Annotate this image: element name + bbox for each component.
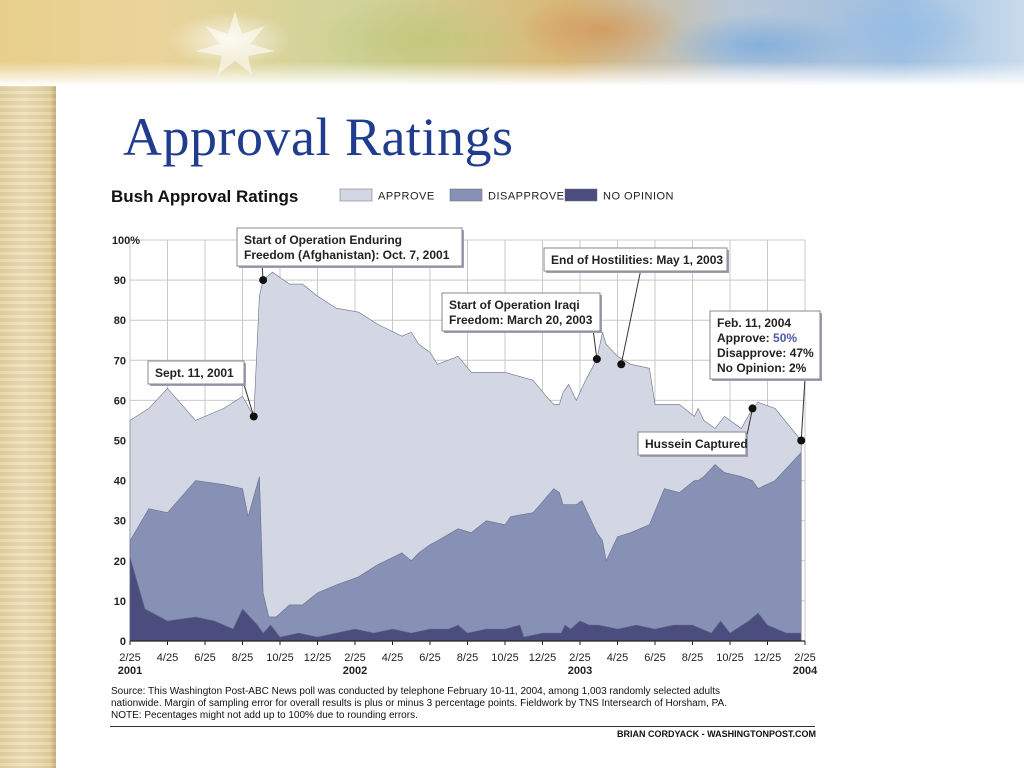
annotation-text-sept11: Sept. 11, 2001 bbox=[155, 366, 234, 380]
chart-footnote: Source: This Washington Post-ABC News po… bbox=[111, 686, 816, 722]
annotation-box-feb11 bbox=[709, 310, 821, 380]
x-tick-label: 4/25 bbox=[382, 652, 403, 664]
annotation-row-value: 47% bbox=[790, 346, 814, 360]
x-tick-label: 2/25 bbox=[794, 652, 815, 664]
x-tick-label: 2/25 bbox=[119, 652, 140, 664]
legend-swatch-approve bbox=[339, 188, 373, 202]
annotation-box-hostilities bbox=[543, 247, 728, 272]
annotation-row-label: Approve: bbox=[717, 331, 773, 345]
annotation-row-value: 2% bbox=[789, 361, 807, 375]
chart-svg: Bush Approval Ratings APPROVE DISAPPROVE NO… bbox=[111, 187, 822, 677]
y-tick-label: 0 bbox=[120, 636, 126, 648]
y-tick-label: 90 bbox=[114, 275, 126, 287]
y-tick-label: 50 bbox=[114, 436, 126, 448]
x-tick-label: 4/25 bbox=[157, 652, 178, 664]
banner-fade bbox=[0, 62, 1024, 86]
chart-title: Bush Approval Ratings bbox=[111, 187, 298, 206]
x-tick-label: 12/25 bbox=[304, 652, 332, 664]
slide-title: Approval Ratings bbox=[123, 107, 514, 167]
y-tick-label: 20 bbox=[114, 556, 126, 568]
annotation-row-label: Disapprove: bbox=[717, 346, 790, 360]
event-marker-iraqi bbox=[592, 355, 601, 364]
year-label: 2003 bbox=[568, 665, 592, 677]
x-tick-label: 8/25 bbox=[682, 652, 703, 664]
annotation-text-enduring: Start of Operation Enduring bbox=[244, 233, 402, 247]
footnote-line-3: NOTE: Pecentages might not add up to 100… bbox=[111, 710, 418, 721]
year-label: 2001 bbox=[118, 665, 142, 677]
annotation-box-enduring bbox=[236, 227, 463, 267]
legend-swatch-disapprove bbox=[449, 188, 483, 202]
y-tick-label: 60 bbox=[114, 395, 126, 407]
approval-chart: Bush Approval Ratings APPROVE DISAPPROVE NO… bbox=[110, 178, 822, 742]
footnote-line-1: Source: This Washington Post-ABC News po… bbox=[111, 686, 721, 697]
footnote-line-2: nationwide. Margin of sampling error for… bbox=[111, 698, 728, 709]
annotation-text-iraqi: Freedom: March 20, 2003 bbox=[449, 313, 593, 327]
x-tick-label: 8/25 bbox=[232, 652, 253, 664]
event-marker-hostilities bbox=[617, 360, 626, 369]
legend-label-approve: APPROVE bbox=[378, 191, 435, 203]
annotation-title-feb11: Feb. 11, 2004 bbox=[717, 316, 791, 330]
legend-label-no_opinion: NO OPINION bbox=[603, 191, 674, 203]
leader-line-hostilities bbox=[620, 263, 643, 365]
x-tick-label: 2/25 bbox=[344, 652, 365, 664]
parchment-strip bbox=[0, 0, 56, 768]
series-area-disapprove bbox=[129, 451, 802, 642]
annotation-text-enduring: Freedom (Afghanistan): Oct. 7, 2001 bbox=[244, 248, 450, 262]
event-marker-enduring bbox=[259, 276, 268, 285]
annotation-box-sept11 bbox=[147, 360, 245, 385]
annotation-row-feb11: Disapprove: 47% bbox=[717, 346, 814, 360]
strip-edge bbox=[50, 0, 56, 768]
decorative-banner bbox=[0, 0, 1024, 86]
y-tick-label: 10 bbox=[114, 596, 126, 608]
annotation-row-label: No Opinion: bbox=[717, 361, 789, 375]
legend-swatch-no_opinion bbox=[564, 188, 598, 202]
annotation-text-hostilities: End of Hostilities: May 1, 2003 bbox=[551, 253, 723, 267]
x-tick-label: 12/25 bbox=[529, 652, 557, 664]
y-tick-label: 30 bbox=[114, 516, 126, 528]
y-tick-label: 70 bbox=[114, 355, 126, 367]
annotation-row-value: 50% bbox=[773, 331, 797, 345]
x-tick-label: 12/25 bbox=[754, 652, 782, 664]
annotation-text-hussein: Hussein Captured bbox=[645, 437, 748, 451]
annotation-box-iraqi bbox=[441, 292, 601, 332]
x-tick-label: 10/25 bbox=[716, 652, 744, 664]
x-tick-label: 6/25 bbox=[194, 652, 215, 664]
year-label: 2002 bbox=[343, 665, 367, 677]
year-label: 2004 bbox=[793, 665, 818, 677]
y-tick-label: 80 bbox=[114, 315, 126, 327]
event-marker-feb11 bbox=[797, 436, 806, 445]
x-tick-label: 2/25 bbox=[569, 652, 590, 664]
x-tick-label: 6/25 bbox=[644, 652, 665, 664]
leader-line-iraqi bbox=[592, 328, 598, 360]
annotation-box-hussein bbox=[637, 431, 747, 456]
event-marker-hussein bbox=[748, 404, 757, 413]
y-tick-label: 40 bbox=[114, 476, 126, 488]
x-tick-label: 6/25 bbox=[419, 652, 440, 664]
footer-rule bbox=[110, 726, 815, 727]
event-marker-sept11 bbox=[249, 412, 258, 421]
legend-label-disapprove: DISAPPROVE bbox=[488, 191, 565, 203]
annotation-text-iraqi: Start of Operation Iraqi bbox=[449, 298, 580, 312]
chart-credit: BRIAN CORDYACK - WASHINGTONPOST.COM bbox=[616, 729, 816, 739]
leader-line-feb11 bbox=[800, 377, 806, 441]
x-tick-label: 4/25 bbox=[607, 652, 628, 664]
leaf-icon bbox=[195, 11, 275, 74]
x-tick-label: 8/25 bbox=[457, 652, 478, 664]
series-area-no_opinion bbox=[129, 556, 802, 642]
annotation-row-feb11: Approve: 50% bbox=[717, 331, 797, 345]
x-tick-label: 10/25 bbox=[491, 652, 519, 664]
y-tick-label: 100% bbox=[112, 235, 140, 247]
x-tick-label: 10/25 bbox=[266, 652, 294, 664]
annotation-row-feb11: No Opinion: 2% bbox=[717, 361, 807, 375]
